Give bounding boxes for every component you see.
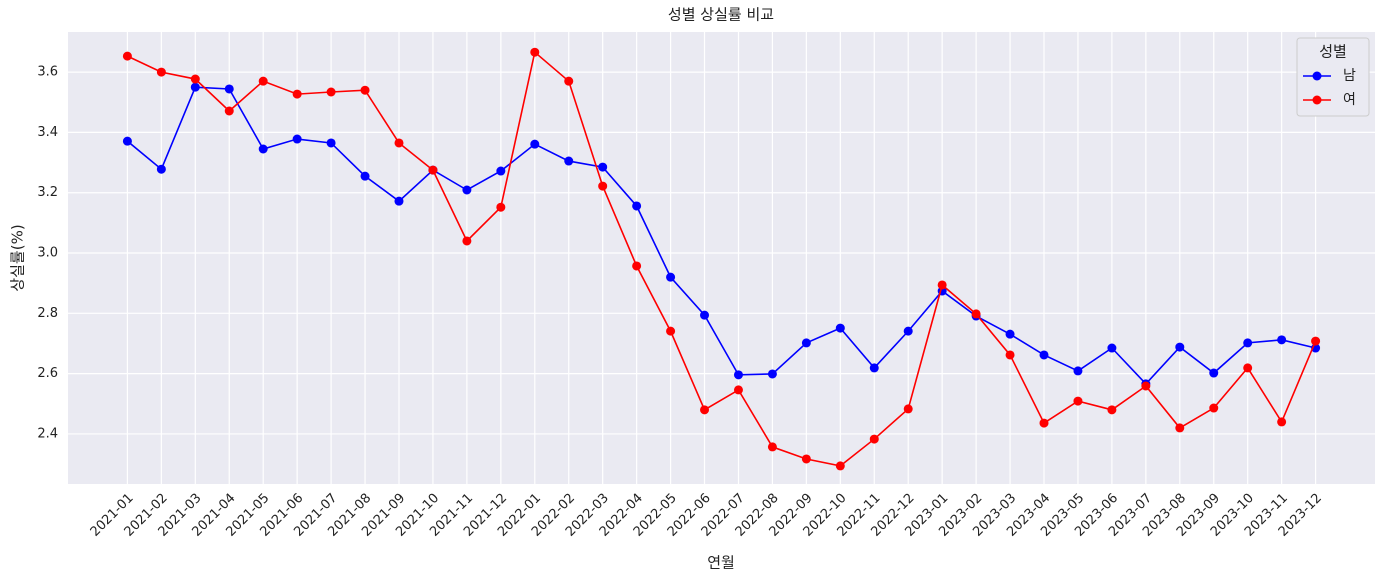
marker bbox=[530, 139, 540, 149]
y-tick-label: 3.4 bbox=[37, 125, 58, 140]
marker bbox=[156, 67, 166, 77]
marker bbox=[564, 156, 574, 166]
marker bbox=[1107, 405, 1117, 415]
marker bbox=[360, 85, 370, 95]
marker bbox=[496, 202, 506, 212]
marker bbox=[292, 134, 302, 144]
marker bbox=[700, 310, 710, 320]
marker bbox=[326, 87, 336, 97]
x-axis-label: 연월 bbox=[707, 554, 735, 572]
y-tick-label: 3.0 bbox=[37, 246, 58, 261]
y-tick-label: 2.8 bbox=[37, 306, 58, 321]
marker bbox=[224, 106, 234, 116]
marker bbox=[767, 369, 777, 379]
marker bbox=[903, 326, 913, 336]
line bbox=[126, 86, 1316, 386]
marker bbox=[326, 138, 336, 148]
marker bbox=[122, 51, 132, 61]
marker bbox=[394, 138, 404, 148]
chart-title: 성별 상실률 비교 bbox=[668, 6, 774, 24]
marker bbox=[190, 74, 200, 84]
marker bbox=[767, 442, 777, 452]
marker bbox=[666, 272, 676, 282]
marker bbox=[1175, 342, 1185, 352]
marker bbox=[1073, 366, 1083, 376]
legend-label: 남 bbox=[1343, 68, 1356, 84]
marker bbox=[598, 181, 608, 191]
marker bbox=[1209, 368, 1219, 378]
marker bbox=[1073, 396, 1083, 406]
y-axis-label: 상실률(%) bbox=[9, 224, 27, 291]
y-tick-label: 3.6 bbox=[37, 65, 58, 80]
marker bbox=[530, 47, 540, 57]
marker bbox=[937, 280, 947, 290]
marker bbox=[258, 76, 268, 86]
marker bbox=[462, 236, 472, 246]
legend-title: 성별 bbox=[1319, 43, 1347, 61]
marker bbox=[122, 136, 132, 146]
marker bbox=[971, 309, 981, 319]
marker bbox=[224, 84, 234, 94]
legend-marker bbox=[1312, 71, 1322, 81]
marker bbox=[1175, 423, 1185, 433]
marker bbox=[903, 404, 913, 414]
marker bbox=[1005, 329, 1015, 339]
marker bbox=[869, 434, 879, 444]
y-tick-label: 2.4 bbox=[37, 426, 58, 441]
marker bbox=[666, 326, 676, 336]
marker bbox=[700, 405, 710, 415]
y-tick-label: 2.6 bbox=[37, 366, 58, 381]
marker bbox=[156, 164, 166, 174]
marker bbox=[632, 201, 642, 211]
marker bbox=[1243, 363, 1253, 373]
marker bbox=[1141, 381, 1151, 391]
marker bbox=[632, 261, 642, 271]
legend-marker bbox=[1312, 95, 1322, 105]
marker bbox=[869, 363, 879, 373]
marker bbox=[733, 385, 743, 395]
marker bbox=[1243, 338, 1253, 348]
marker bbox=[292, 89, 302, 99]
marker bbox=[394, 196, 404, 206]
marker bbox=[462, 185, 472, 195]
marker bbox=[1311, 336, 1321, 346]
marker bbox=[801, 454, 811, 464]
marker bbox=[190, 82, 200, 92]
marker bbox=[428, 165, 438, 175]
marker bbox=[1005, 350, 1015, 360]
marker bbox=[1039, 350, 1049, 360]
marker bbox=[598, 162, 608, 172]
marker bbox=[733, 370, 743, 380]
marker bbox=[1277, 335, 1287, 345]
y-tick-label: 3.2 bbox=[37, 185, 58, 200]
marker bbox=[1209, 403, 1219, 413]
marker bbox=[835, 323, 845, 333]
marker bbox=[496, 166, 506, 176]
marker bbox=[258, 144, 268, 154]
marker bbox=[801, 338, 811, 348]
marker bbox=[1107, 343, 1117, 353]
marker bbox=[564, 76, 574, 86]
marker bbox=[360, 171, 370, 181]
marker bbox=[1277, 417, 1287, 427]
legend-label: 여 bbox=[1343, 92, 1356, 108]
marker bbox=[1039, 418, 1049, 428]
line bbox=[127, 50, 1317, 467]
plot-area bbox=[68, 32, 1375, 484]
marker bbox=[835, 461, 845, 471]
